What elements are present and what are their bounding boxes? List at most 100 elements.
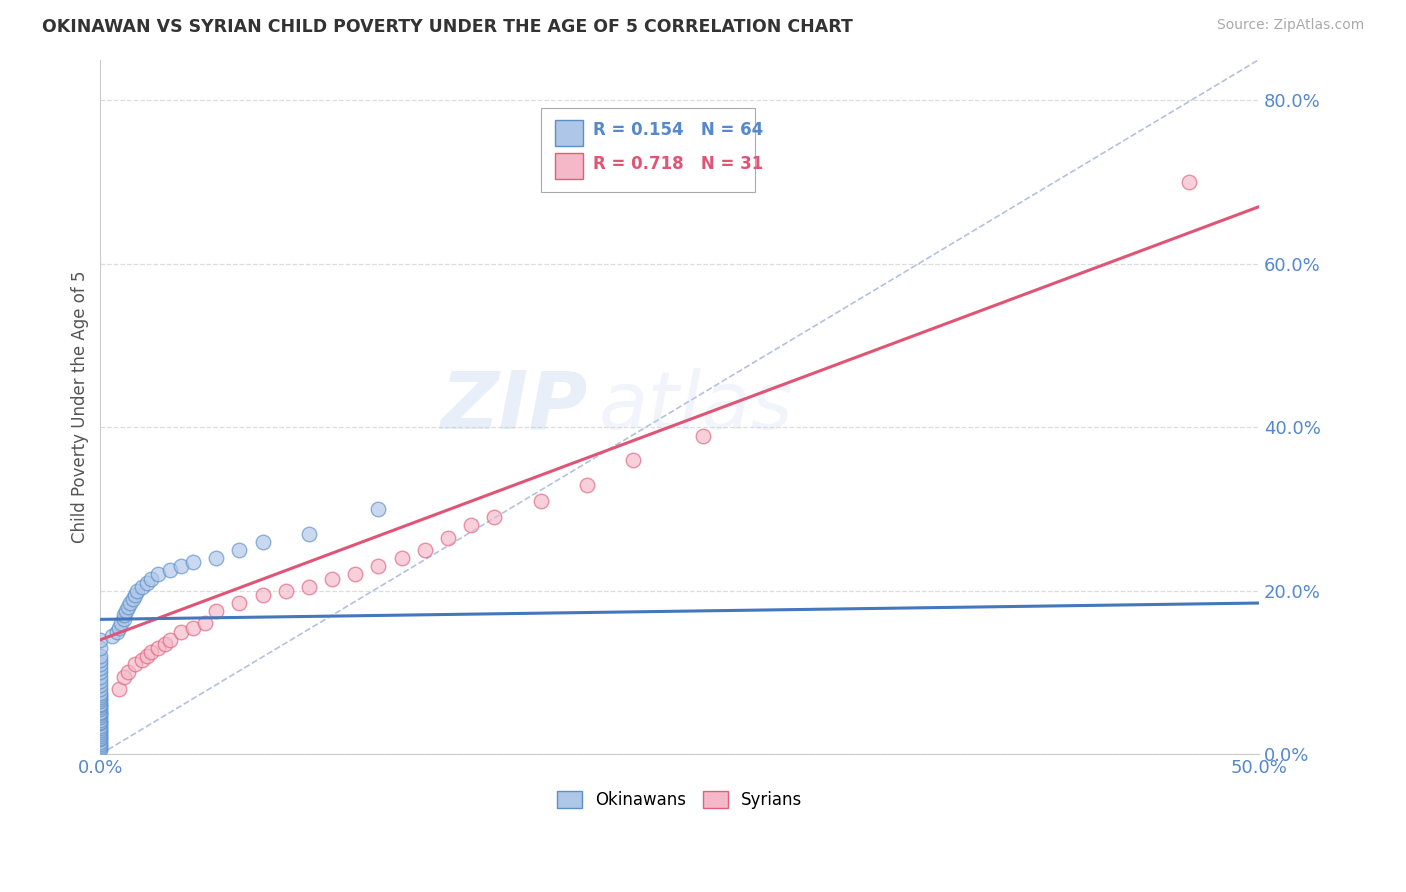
Point	[112, 608, 135, 623]
Point	[1178, 175, 1201, 189]
Point	[115, 604, 138, 618]
Point	[89, 649, 111, 664]
Point	[228, 596, 250, 610]
Point	[205, 604, 228, 618]
Point	[252, 534, 274, 549]
Point	[181, 555, 204, 569]
Point	[170, 559, 193, 574]
Point	[89, 708, 111, 723]
Point	[194, 616, 217, 631]
Point	[121, 591, 143, 606]
Point	[155, 637, 177, 651]
Point	[181, 621, 204, 635]
Point	[89, 727, 111, 741]
Point	[89, 698, 111, 713]
Point	[413, 542, 436, 557]
Point	[89, 699, 111, 714]
Point	[228, 542, 250, 557]
Point	[89, 702, 111, 716]
Text: R = 0.718   N = 31: R = 0.718 N = 31	[593, 155, 763, 173]
Point	[112, 669, 135, 683]
Point	[89, 686, 111, 700]
Point	[89, 725, 111, 739]
Text: ZIP: ZIP	[440, 368, 586, 446]
Point	[89, 681, 111, 696]
Point	[89, 657, 111, 672]
Point	[170, 624, 193, 639]
Point	[105, 624, 128, 639]
Point	[575, 477, 598, 491]
Point	[108, 621, 131, 635]
Point	[89, 690, 111, 704]
Point	[120, 596, 142, 610]
Point	[89, 740, 111, 755]
Point	[205, 551, 228, 566]
Point	[89, 714, 111, 729]
Point	[135, 649, 157, 664]
Point	[89, 739, 111, 753]
Point	[89, 706, 111, 721]
Point	[89, 689, 111, 703]
Point	[89, 669, 111, 683]
Bar	[554, 120, 583, 146]
Point	[89, 694, 111, 708]
Point	[621, 453, 644, 467]
Point	[89, 718, 111, 732]
Point	[89, 710, 111, 724]
Point	[148, 640, 170, 655]
Text: Source: ZipAtlas.com: Source: ZipAtlas.com	[1216, 18, 1364, 32]
Point	[89, 632, 111, 647]
Point	[131, 653, 153, 667]
Point	[131, 580, 153, 594]
Y-axis label: Child Poverty Under the Age of 5: Child Poverty Under the Age of 5	[72, 270, 89, 543]
Point	[89, 713, 111, 727]
Point	[101, 629, 124, 643]
Point	[124, 657, 146, 672]
Point	[124, 588, 146, 602]
Point	[367, 559, 389, 574]
Point	[141, 645, 163, 659]
Point	[692, 428, 714, 442]
Point	[344, 567, 367, 582]
Point	[367, 502, 389, 516]
Point	[159, 563, 181, 577]
Point	[112, 612, 135, 626]
Point	[89, 697, 111, 711]
Point	[89, 691, 111, 706]
Point	[135, 575, 157, 590]
Point	[484, 510, 506, 524]
Point	[89, 738, 111, 752]
Point	[89, 721, 111, 735]
Point	[89, 716, 111, 731]
Point	[117, 600, 139, 615]
Legend: Okinawans, Syrians: Okinawans, Syrians	[550, 784, 808, 815]
Point	[159, 632, 181, 647]
Point	[89, 743, 111, 757]
Point	[89, 723, 111, 737]
Point	[89, 678, 111, 692]
Point	[89, 661, 111, 675]
Point	[127, 583, 149, 598]
Point	[110, 616, 132, 631]
Point	[117, 665, 139, 680]
Point	[89, 732, 111, 747]
Point	[298, 526, 321, 541]
Point	[89, 673, 111, 688]
Point	[148, 567, 170, 582]
Point	[89, 665, 111, 680]
Point	[141, 572, 163, 586]
Point	[437, 531, 460, 545]
FancyBboxPatch shape	[541, 108, 755, 192]
Text: R = 0.154   N = 64: R = 0.154 N = 64	[593, 121, 763, 139]
Point	[391, 551, 413, 566]
Point	[321, 572, 343, 586]
Point	[89, 640, 111, 655]
Point	[89, 731, 111, 745]
Point	[252, 588, 274, 602]
Bar	[554, 153, 583, 179]
Point	[89, 705, 111, 719]
Point	[460, 518, 482, 533]
Point	[298, 580, 321, 594]
Text: OKINAWAN VS SYRIAN CHILD POVERTY UNDER THE AGE OF 5 CORRELATION CHART: OKINAWAN VS SYRIAN CHILD POVERTY UNDER T…	[42, 18, 853, 36]
Point	[89, 729, 111, 743]
